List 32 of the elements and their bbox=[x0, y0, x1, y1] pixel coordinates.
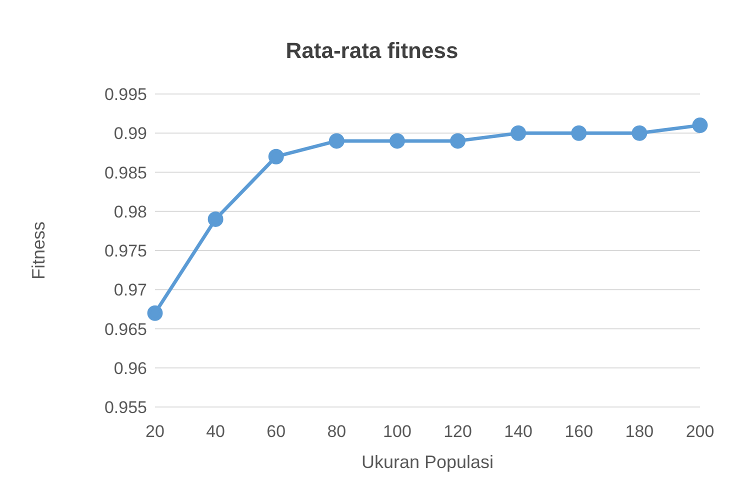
point bbox=[632, 125, 648, 141]
x-tick-label: 60 bbox=[266, 422, 286, 442]
y-axis-title: Fitness bbox=[28, 221, 48, 280]
x-tick-label: 20 bbox=[146, 422, 164, 442]
x-tick-label: 100 bbox=[383, 422, 412, 442]
point bbox=[147, 305, 163, 321]
y-tick-label: 0.99 bbox=[114, 124, 147, 144]
point bbox=[328, 133, 344, 149]
y-tick-label: 0.955 bbox=[104, 398, 147, 418]
y-tick-label: 0.995 bbox=[104, 85, 147, 104]
point bbox=[510, 125, 526, 141]
point bbox=[389, 133, 405, 149]
y-tick-label: 0.975 bbox=[104, 242, 147, 261]
point bbox=[692, 118, 708, 134]
x-tick-label: 160 bbox=[564, 422, 594, 442]
y-tick-label: 0.97 bbox=[114, 280, 147, 300]
x-tick-label: 140 bbox=[504, 422, 533, 442]
point bbox=[268, 148, 284, 164]
y-tick-label: 0.98 bbox=[114, 202, 147, 222]
y-tick-label: 0.985 bbox=[104, 163, 147, 182]
point bbox=[450, 133, 466, 149]
x-tick-label: 200 bbox=[686, 422, 714, 442]
y-tick-label: 0.96 bbox=[114, 358, 147, 378]
x-tick-label: 40 bbox=[206, 422, 226, 442]
x-tick-label: 120 bbox=[444, 422, 472, 442]
x-tick-label: 80 bbox=[327, 422, 346, 442]
chart-title: Rata-rata fitness bbox=[284, 38, 460, 64]
x-tick-label: 180 bbox=[625, 422, 654, 442]
y-tick-label: 0.965 bbox=[104, 320, 147, 339]
x-axis-title: Ukuran Populasi bbox=[361, 452, 494, 472]
point bbox=[571, 125, 587, 141]
point bbox=[208, 211, 224, 227]
